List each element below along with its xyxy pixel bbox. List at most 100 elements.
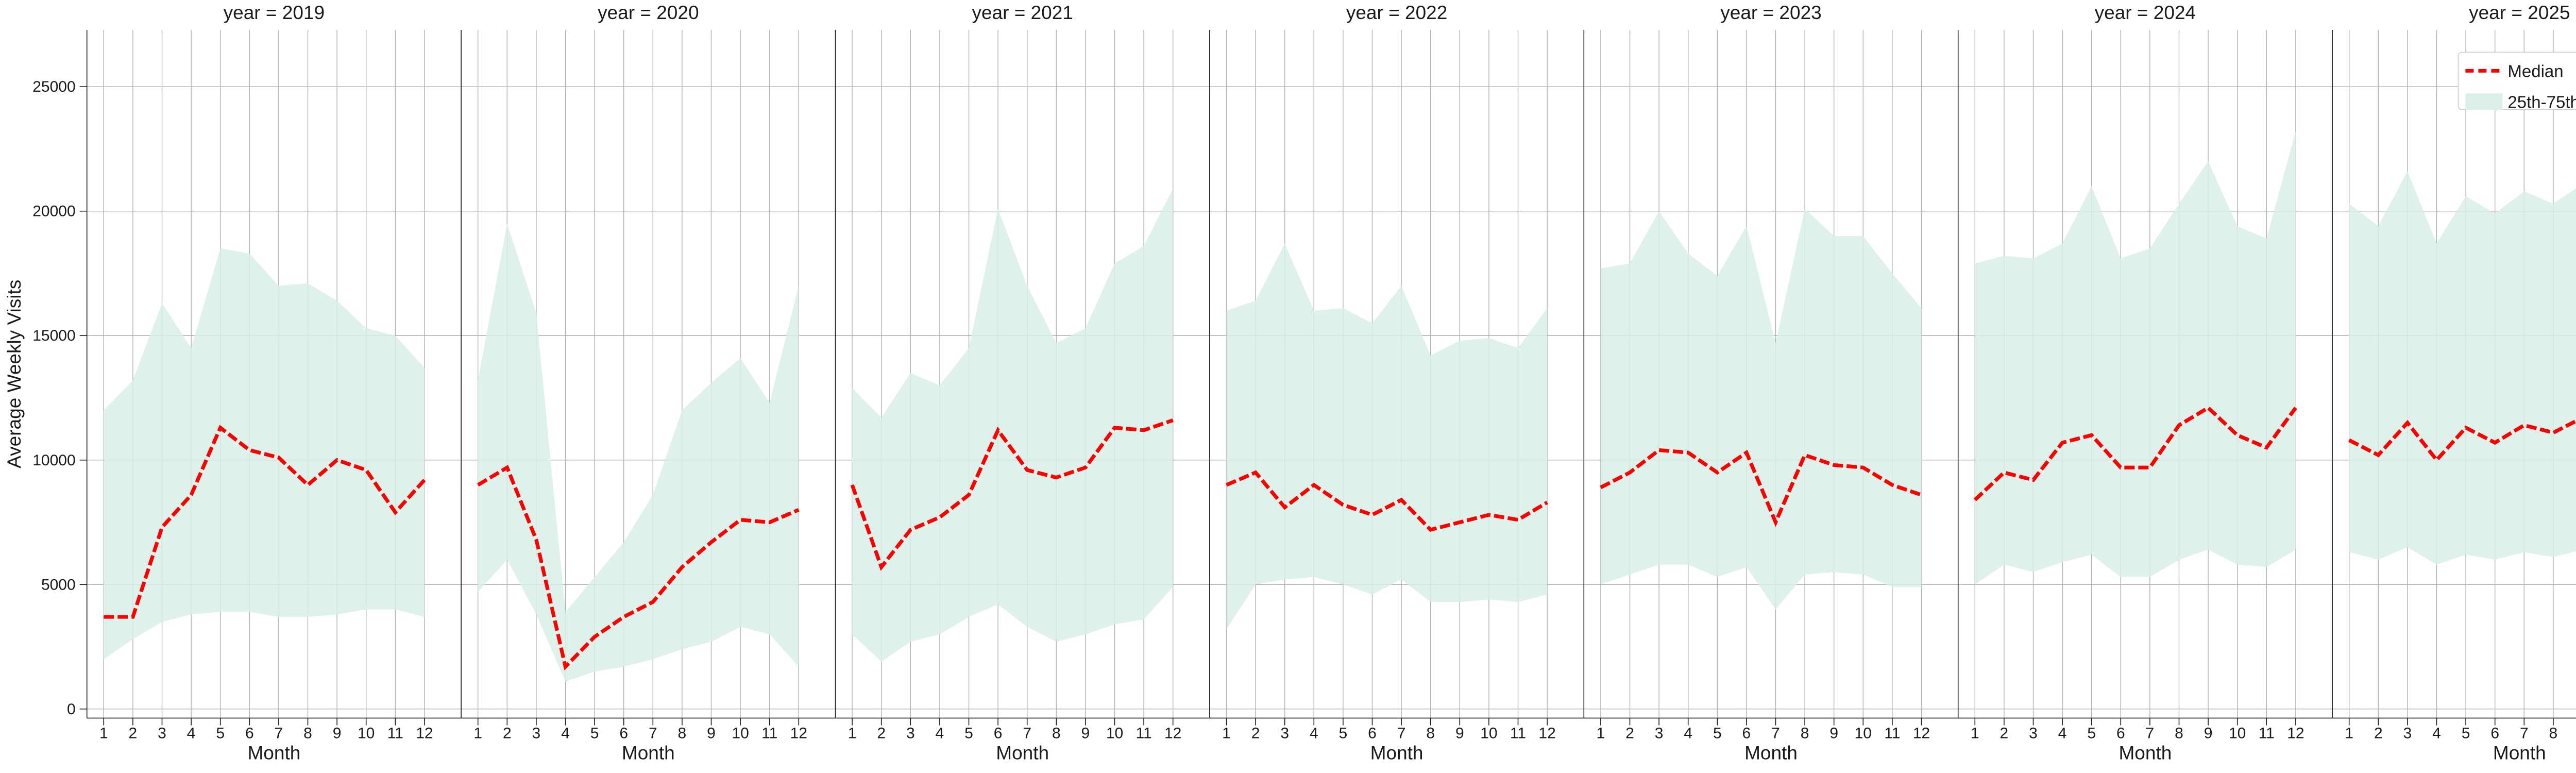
- svg-text:Median: Median: [2507, 61, 2563, 80]
- svg-text:8: 8: [1052, 725, 1061, 742]
- svg-text:Month: Month: [1744, 742, 1798, 763]
- svg-text:10: 10: [1480, 725, 1497, 742]
- svg-text:5: 5: [590, 725, 599, 742]
- svg-text:2: 2: [2374, 725, 2383, 742]
- svg-text:11: 11: [1136, 725, 1152, 742]
- svg-text:6: 6: [245, 725, 254, 742]
- svg-text:12: 12: [1538, 725, 1555, 742]
- svg-text:2: 2: [2000, 725, 2009, 742]
- svg-text:4: 4: [2058, 725, 2067, 742]
- svg-text:10000: 10000: [32, 452, 75, 469]
- svg-text:7: 7: [2520, 725, 2529, 742]
- svg-text:7: 7: [1397, 725, 1406, 742]
- svg-text:8: 8: [1801, 725, 1809, 742]
- svg-text:4: 4: [2432, 725, 2441, 742]
- svg-text:1: 1: [1597, 725, 1605, 742]
- svg-text:12: 12: [1913, 725, 1930, 742]
- svg-text:3: 3: [906, 725, 915, 742]
- svg-text:1: 1: [1971, 725, 1979, 742]
- svg-text:1: 1: [473, 725, 482, 742]
- svg-text:year = 2025: year = 2025: [2469, 2, 2570, 23]
- svg-text:8: 8: [678, 725, 687, 742]
- svg-text:Average Weekly Visits: Average Weekly Visits: [4, 280, 25, 468]
- svg-text:7: 7: [1023, 725, 1031, 742]
- svg-text:year = 2022: year = 2022: [1346, 2, 1447, 23]
- svg-text:2: 2: [1625, 725, 1634, 742]
- svg-text:10: 10: [1106, 725, 1123, 742]
- svg-text:5: 5: [964, 725, 973, 742]
- svg-text:9: 9: [1829, 725, 1838, 742]
- svg-text:6: 6: [619, 725, 628, 742]
- svg-text:4: 4: [936, 725, 944, 742]
- svg-text:7: 7: [649, 725, 657, 742]
- svg-text:3: 3: [158, 725, 166, 742]
- svg-text:9: 9: [707, 725, 716, 742]
- svg-text:2: 2: [129, 725, 138, 742]
- svg-text:8: 8: [1426, 725, 1435, 742]
- svg-text:12: 12: [2287, 725, 2304, 742]
- svg-text:7: 7: [275, 725, 283, 742]
- svg-text:9: 9: [333, 725, 342, 742]
- svg-text:Month: Month: [2493, 742, 2546, 763]
- svg-text:4: 4: [187, 725, 196, 742]
- svg-text:11: 11: [761, 725, 777, 742]
- svg-text:10: 10: [2229, 725, 2246, 742]
- svg-text:5: 5: [216, 725, 225, 742]
- svg-text:12: 12: [1164, 725, 1181, 742]
- svg-text:6: 6: [2116, 725, 2125, 742]
- svg-text:9: 9: [1081, 725, 1090, 742]
- svg-text:11: 11: [387, 725, 403, 742]
- svg-text:11: 11: [1510, 725, 1526, 742]
- svg-text:3: 3: [1655, 725, 1664, 742]
- svg-text:5: 5: [1339, 725, 1348, 742]
- svg-text:10: 10: [358, 725, 375, 742]
- svg-text:5: 5: [1713, 725, 1722, 742]
- svg-text:6: 6: [2490, 725, 2499, 742]
- svg-text:2: 2: [503, 725, 512, 742]
- svg-text:4: 4: [1310, 725, 1318, 742]
- svg-text:4: 4: [1684, 725, 1692, 742]
- svg-text:10: 10: [732, 725, 749, 742]
- svg-text:20000: 20000: [32, 203, 75, 220]
- svg-text:year = 2019: year = 2019: [224, 2, 325, 23]
- svg-text:Month: Month: [1370, 742, 1423, 763]
- svg-text:25th-75th Percentile: 25th-75th Percentile: [2507, 92, 2576, 111]
- svg-text:0: 0: [67, 701, 76, 718]
- svg-text:1: 1: [2345, 725, 2353, 742]
- svg-text:12: 12: [416, 725, 433, 742]
- svg-text:year = 2023: year = 2023: [1720, 2, 1821, 23]
- svg-text:3: 3: [532, 725, 541, 742]
- svg-text:2: 2: [1251, 725, 1260, 742]
- svg-text:2: 2: [877, 725, 886, 742]
- svg-text:25000: 25000: [32, 78, 75, 95]
- svg-text:4: 4: [561, 725, 570, 742]
- svg-text:1: 1: [1222, 725, 1231, 742]
- svg-text:15000: 15000: [32, 327, 75, 344]
- svg-text:11: 11: [2259, 725, 2275, 742]
- svg-text:8: 8: [303, 725, 312, 742]
- svg-text:6: 6: [1742, 725, 1751, 742]
- svg-text:year = 2020: year = 2020: [598, 2, 699, 23]
- svg-text:3: 3: [1280, 725, 1289, 742]
- svg-text:6: 6: [1368, 725, 1377, 742]
- svg-text:10: 10: [1855, 725, 1872, 742]
- svg-text:year = 2024: year = 2024: [2095, 2, 2196, 23]
- svg-text:8: 8: [2549, 725, 2558, 742]
- svg-text:5: 5: [2087, 725, 2096, 742]
- svg-text:5000: 5000: [41, 576, 76, 593]
- svg-text:5: 5: [2462, 725, 2470, 742]
- svg-text:9: 9: [2204, 725, 2213, 742]
- svg-text:Month: Month: [2119, 742, 2172, 763]
- svg-text:8: 8: [2175, 725, 2183, 742]
- svg-text:11: 11: [1884, 725, 1900, 742]
- svg-text:7: 7: [1771, 725, 1780, 742]
- svg-text:3: 3: [2403, 725, 2412, 742]
- svg-text:7: 7: [2146, 725, 2155, 742]
- svg-text:3: 3: [2029, 725, 2038, 742]
- svg-text:Month: Month: [247, 742, 300, 763]
- svg-text:Month: Month: [622, 742, 675, 763]
- svg-text:6: 6: [994, 725, 1003, 742]
- svg-text:9: 9: [1455, 725, 1464, 742]
- svg-text:Month: Month: [996, 742, 1049, 763]
- svg-text:year = 2021: year = 2021: [972, 2, 1073, 23]
